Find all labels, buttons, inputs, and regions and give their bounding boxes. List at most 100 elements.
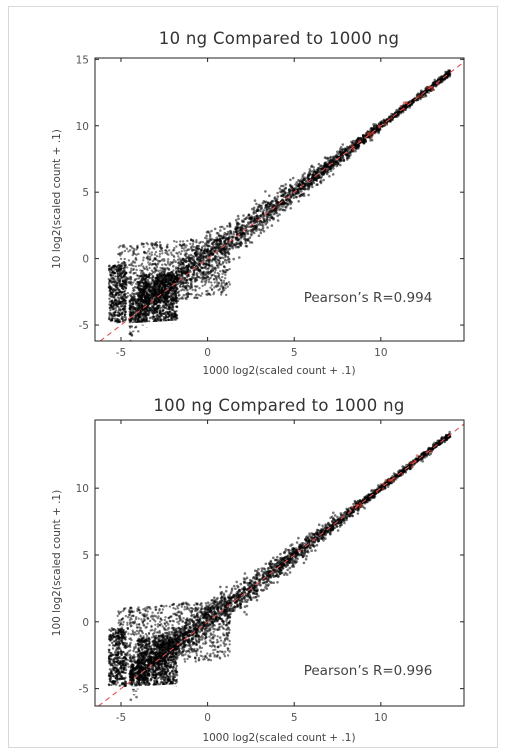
- scatter-point: [192, 273, 195, 276]
- scatter-point: [137, 283, 140, 286]
- scatter-point: [320, 175, 323, 179]
- scatter-point: [213, 275, 217, 278]
- scatter-point: [219, 285, 222, 288]
- scatter-point: [166, 290, 170, 293]
- scatter-point: [115, 302, 118, 305]
- scatter-point: [195, 255, 198, 258]
- scatter-point: [158, 244, 162, 247]
- scatter-point: [227, 261, 231, 264]
- scatter-point: [136, 304, 139, 308]
- scatter-point: [195, 272, 199, 275]
- scatter-point: [224, 283, 227, 286]
- scatter-point: [178, 257, 181, 260]
- scatter-point: [199, 273, 203, 276]
- scatter-point: [125, 296, 128, 299]
- scatter-point: [163, 269, 167, 272]
- scatter-point: [261, 212, 265, 215]
- scatter-point: [280, 184, 283, 188]
- scatter-point: [197, 247, 200, 250]
- scatter-point: [248, 225, 251, 229]
- scatter-point: [166, 279, 169, 282]
- scatter-point: [209, 270, 213, 273]
- scatter-point: [244, 241, 247, 245]
- scatter-point: [159, 285, 162, 288]
- scatter-point: [109, 309, 112, 312]
- scatter-point: [318, 171, 322, 174]
- scatter-point: [130, 267, 133, 270]
- scatter-point: [156, 263, 159, 266]
- scatter-point: [371, 128, 375, 131]
- scatter-point: [167, 275, 171, 279]
- scatter-point: [284, 191, 288, 195]
- scatter-point: [108, 311, 111, 315]
- scatter-point: [268, 194, 271, 197]
- scatter-point: [145, 295, 148, 298]
- scatter-point: [143, 301, 147, 305]
- scatter-point: [170, 317, 174, 320]
- scatter-point: [206, 601, 210, 604]
- scatter-point: [166, 243, 169, 246]
- scatter-point: [162, 305, 165, 308]
- scatter-point: [122, 299, 125, 303]
- scatter-point: [125, 276, 129, 279]
- scatter-point: [154, 250, 158, 254]
- scatter-point: [159, 319, 162, 323]
- scatter-point: [153, 266, 156, 269]
- scatter-point: [148, 320, 151, 323]
- scatter-point: [234, 246, 238, 249]
- scatter-point: [246, 231, 249, 234]
- scatter-point: [404, 101, 408, 104]
- scatter-point: [169, 313, 172, 316]
- scatter-point: [111, 295, 114, 299]
- scatter-point: [354, 143, 358, 147]
- scatter-point: [113, 298, 117, 302]
- scatter-point: [270, 199, 274, 203]
- scatter-point: [148, 286, 152, 289]
- scatter-point: [164, 251, 167, 255]
- scatter-point: [144, 282, 148, 286]
- scatter-point: [220, 279, 223, 282]
- scatter-point: [114, 280, 118, 283]
- y-tick-label: -5: [79, 320, 89, 332]
- scatter-point: [322, 178, 326, 182]
- scatter-point: [153, 293, 157, 297]
- scatter-point: [181, 296, 184, 299]
- scatter-point: [110, 277, 113, 280]
- scatter-point: [187, 264, 191, 267]
- scatter-point: [170, 299, 173, 303]
- scatter-point: [240, 226, 244, 230]
- scatter-point: [341, 155, 345, 158]
- scatter-point: [119, 264, 123, 267]
- scatter-point: [205, 237, 208, 240]
- scatter-point: [245, 216, 249, 219]
- scatter-point: [211, 258, 214, 261]
- scatter-point: [261, 221, 264, 224]
- chart-2-points: [107, 430, 452, 701]
- scatter-point: [255, 229, 258, 232]
- scatter-point: [250, 233, 253, 237]
- scatter-point: [180, 246, 184, 250]
- scatter-point: [182, 293, 186, 297]
- scatter-point: [227, 281, 231, 284]
- scatter-point: [133, 297, 136, 300]
- scatter-point: [120, 252, 123, 255]
- scatter-point: [191, 242, 195, 246]
- scatter-point: [166, 282, 170, 285]
- scatter-point: [294, 183, 297, 186]
- scatter-point: [274, 208, 278, 211]
- scatter-point: [119, 293, 123, 297]
- scatter-point: [219, 235, 222, 238]
- scatter-point: [286, 199, 289, 202]
- scatter-point: [208, 264, 211, 268]
- scatter-point: [118, 291, 121, 295]
- scatter-point: [161, 266, 164, 270]
- scatter-point: [339, 146, 343, 149]
- scatter-point: [323, 156, 327, 159]
- scatter-point: [338, 158, 342, 161]
- scatter-point: [136, 298, 139, 301]
- scatter-point: [163, 259, 166, 263]
- scatter-point: [354, 139, 357, 143]
- scatter-point: [222, 269, 225, 273]
- scatter-point: [369, 132, 373, 136]
